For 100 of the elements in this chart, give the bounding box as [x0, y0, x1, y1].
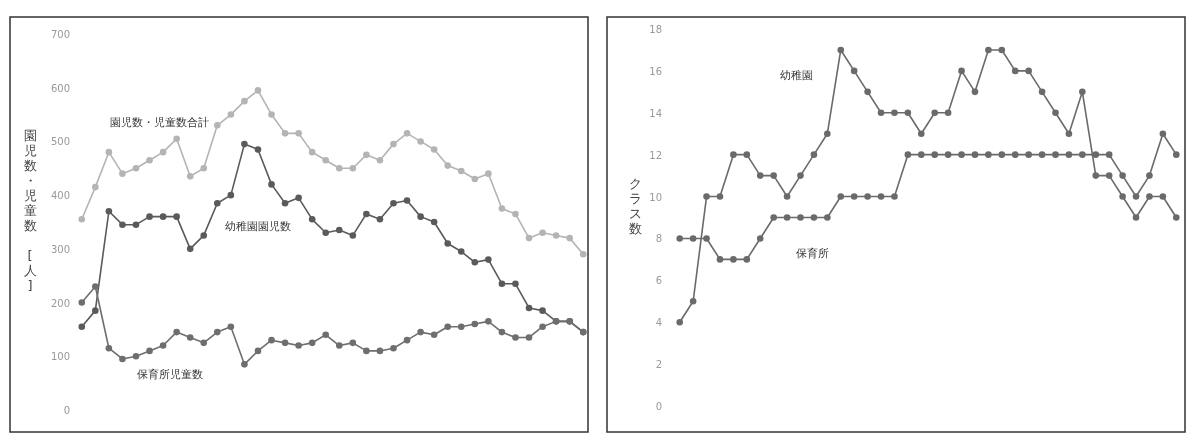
point: [349, 164, 357, 172]
point: [403, 336, 411, 344]
point: [850, 67, 858, 75]
point: [295, 194, 302, 202]
y-tick-label: 0: [655, 401, 662, 412]
y-axis-title: クラス数: [628, 175, 642, 236]
point: [998, 46, 1006, 54]
y-tick-label: 18: [649, 24, 662, 35]
point: [173, 328, 180, 336]
point: [254, 146, 262, 153]
point: [186, 173, 194, 180]
point: [417, 213, 424, 220]
point: [159, 342, 167, 349]
point: [525, 234, 533, 242]
point: [200, 164, 208, 172]
point: [512, 334, 519, 341]
point: [891, 193, 898, 200]
point: [281, 339, 289, 347]
point: [770, 214, 777, 221]
point: [512, 280, 519, 288]
y-axis-title: 園児数・児童数 [人]: [23, 127, 37, 293]
y-tick-label: 10: [649, 191, 662, 203]
point: [877, 109, 885, 117]
point: [349, 232, 357, 239]
point: [430, 218, 438, 226]
point: [783, 193, 791, 200]
point: [1146, 193, 1153, 200]
point: [295, 130, 302, 137]
point: [1119, 172, 1126, 179]
point: [214, 122, 221, 129]
point: [579, 250, 587, 258]
point: [1092, 172, 1100, 179]
point: [485, 256, 492, 263]
point: [703, 193, 710, 200]
point: [349, 339, 357, 347]
point: [268, 336, 275, 344]
point: [471, 258, 479, 266]
point: [485, 170, 492, 177]
point: [810, 214, 818, 221]
point: [958, 67, 965, 75]
point: [146, 156, 153, 164]
point: [837, 193, 845, 200]
point: [730, 256, 737, 263]
point: [770, 172, 777, 179]
point: [376, 347, 384, 355]
point: [1038, 151, 1046, 158]
point: [931, 109, 939, 117]
point: [512, 210, 519, 218]
y-tick-label: 2: [655, 359, 662, 371]
y-tick-label: 0: [63, 405, 70, 416]
point: [200, 339, 208, 347]
point: [430, 146, 438, 153]
point: [985, 151, 992, 158]
point: [214, 328, 221, 336]
point: [525, 334, 533, 341]
point: [444, 323, 451, 331]
y-tick-label: 8: [655, 233, 662, 245]
series-label: 保育所児童数: [137, 368, 203, 381]
point: [254, 87, 262, 94]
point: [1065, 151, 1073, 158]
point: [837, 46, 845, 54]
y-tick-label: 400: [50, 190, 70, 202]
point: [105, 207, 113, 215]
point: [92, 307, 99, 314]
point: [1172, 151, 1180, 158]
point: [1011, 67, 1019, 75]
point: [444, 240, 451, 247]
point: [132, 352, 140, 360]
point: [241, 140, 248, 148]
point: [363, 151, 370, 159]
point: [173, 213, 180, 220]
point: [403, 197, 411, 204]
point: [376, 216, 384, 223]
point: [227, 111, 235, 118]
y-tick-label: 300: [50, 243, 70, 255]
point: [322, 331, 330, 339]
y-tick-label: 6: [655, 275, 662, 287]
point: [430, 331, 438, 339]
point: [689, 297, 697, 305]
point: [1011, 151, 1019, 158]
point: [363, 347, 370, 355]
point: [105, 148, 113, 156]
point: [904, 151, 912, 158]
point: [403, 130, 411, 137]
point: [703, 235, 710, 242]
point: [241, 97, 248, 105]
point: [824, 130, 831, 138]
point: [797, 172, 804, 179]
point: [756, 172, 764, 179]
y-tick-label: 12: [649, 149, 662, 161]
point: [810, 151, 818, 158]
point: [308, 148, 316, 156]
point: [716, 193, 724, 200]
point: [146, 347, 153, 355]
point: [119, 355, 126, 363]
point: [119, 221, 126, 228]
point: [159, 213, 167, 220]
point: [390, 344, 397, 352]
point: [498, 328, 506, 336]
y-tick-label: 16: [649, 65, 662, 77]
